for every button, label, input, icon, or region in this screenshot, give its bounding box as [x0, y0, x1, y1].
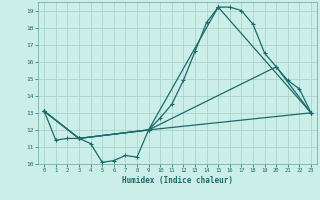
X-axis label: Humidex (Indice chaleur): Humidex (Indice chaleur)	[122, 176, 233, 185]
